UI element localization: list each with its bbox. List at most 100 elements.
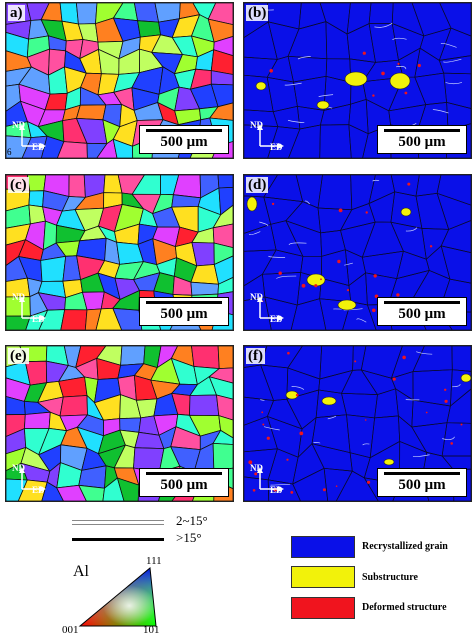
ipf-grain xyxy=(217,175,233,189)
recrystallized-label: Recrystallized grain xyxy=(362,541,448,552)
ipf-grain xyxy=(213,242,233,266)
ipf-grain xyxy=(210,70,233,86)
grain-boundary xyxy=(244,124,279,158)
low-angle-boundary xyxy=(443,58,462,63)
deformed-spot xyxy=(261,411,264,414)
nd-ed-axes-c: ND ED xyxy=(12,292,46,324)
ipf-grain xyxy=(207,18,233,43)
ed-label: ED xyxy=(270,142,283,152)
low-angle-boundary xyxy=(432,109,449,114)
low-angle-boundary xyxy=(396,66,407,70)
nd-label: ND xyxy=(12,292,25,302)
scale-bar-b: 500 μm xyxy=(377,125,467,154)
corner-001-label: 001 xyxy=(62,624,79,636)
grain-boundary xyxy=(451,346,471,372)
nd-ed-axes-f: ND ED xyxy=(250,463,284,495)
ipf-grain xyxy=(120,346,146,366)
ed-label: ED xyxy=(32,142,45,152)
nd-ed-axes-d: ND ED xyxy=(250,292,284,324)
deformed-spot xyxy=(407,182,411,186)
low-angle-boundary xyxy=(304,200,310,205)
low-angle-boundary xyxy=(313,442,321,444)
grain-boundary xyxy=(436,175,471,206)
ipf-grain xyxy=(210,49,233,75)
deformed-spot xyxy=(338,208,343,213)
ipf-grain xyxy=(208,376,233,400)
low-angle-boundary xyxy=(440,43,457,48)
deformed-spot xyxy=(392,377,396,381)
ipf-grain xyxy=(23,411,51,430)
panel-label-a: a) xyxy=(8,5,25,21)
substructure-swatch xyxy=(291,566,355,588)
ipf-grain xyxy=(60,309,88,330)
low-angle-boundary xyxy=(318,94,334,97)
ipf-grain xyxy=(78,484,105,501)
panel-b: (b) ND ED 500 μm xyxy=(243,2,472,159)
substructure-grain xyxy=(316,100,330,110)
substructure-grain xyxy=(255,81,267,91)
ipf-grain xyxy=(38,309,66,330)
grain-boundary xyxy=(446,388,471,424)
grain-boundary xyxy=(319,298,352,330)
substructure-grain xyxy=(389,72,411,90)
low-angle-boundary xyxy=(416,351,433,355)
ipf-grain xyxy=(212,429,233,445)
deformed-spot xyxy=(295,393,299,397)
low-angle-boundary xyxy=(287,119,305,124)
deformed-spot xyxy=(252,489,256,492)
ipf-grain xyxy=(56,141,88,158)
ed-label: ED xyxy=(32,314,45,324)
deformed-spot xyxy=(278,271,282,275)
substructure-grain xyxy=(460,373,471,383)
panel-label-f: (f) xyxy=(246,348,265,364)
low-angle-label: 2~15° xyxy=(176,513,208,528)
scale-text-c: 500 μm xyxy=(160,306,208,322)
low-angle-boundary xyxy=(327,415,337,420)
grain-boundary xyxy=(439,3,471,37)
ipf-grain xyxy=(218,415,233,439)
corner-101-label: 101 xyxy=(143,624,160,636)
ipf-color-triangle xyxy=(78,567,157,627)
panel-label-b: (b) xyxy=(246,5,269,21)
panel-label-d: (d) xyxy=(246,177,269,193)
low-angle-boundary xyxy=(268,255,286,258)
recrystallized-swatch xyxy=(291,536,355,558)
ipf-grain xyxy=(137,20,162,38)
scale-text-d: 500 μm xyxy=(398,306,446,322)
high-angle-label: >15° xyxy=(176,530,202,545)
ipf-grain xyxy=(208,367,233,384)
substructure-label: Substructure xyxy=(362,572,418,583)
low-angle-boundary xyxy=(263,426,280,431)
ipf-grain xyxy=(212,204,233,229)
low-angle-boundary xyxy=(452,383,461,388)
deformed-spot xyxy=(397,62,400,65)
scale-bar-c: 500 μm xyxy=(139,297,229,326)
low-angle-boundary xyxy=(291,386,305,390)
deformed-spot xyxy=(354,360,357,363)
substructure-grain xyxy=(383,458,395,466)
ipf-grain xyxy=(191,346,220,370)
ipf-grain xyxy=(212,442,233,472)
low-angle-boundary xyxy=(445,82,463,85)
deformed-spot xyxy=(373,274,377,278)
ipf-grain xyxy=(189,394,220,417)
low-angle-boundary xyxy=(288,242,307,246)
deformed-spot xyxy=(320,278,322,281)
grain-boundary xyxy=(323,467,353,501)
deformed-spot xyxy=(322,488,326,492)
low-angle-boundary xyxy=(276,275,297,279)
grain-boundary xyxy=(319,124,352,158)
deformed-spot xyxy=(365,211,368,214)
low-angle-boundary xyxy=(405,227,418,232)
deformed-spot xyxy=(286,458,289,461)
material-label: Al xyxy=(73,563,89,580)
ipf-grain xyxy=(216,394,233,421)
scale-text-b: 500 μm xyxy=(398,134,446,150)
substructure-grain xyxy=(246,196,258,212)
ipf-grain xyxy=(172,175,202,199)
ipf-grain xyxy=(112,138,134,158)
ipf-grain xyxy=(75,3,98,25)
substructure-grain xyxy=(344,71,368,87)
ipf-grain xyxy=(116,477,140,501)
grain-boundary xyxy=(440,220,471,253)
